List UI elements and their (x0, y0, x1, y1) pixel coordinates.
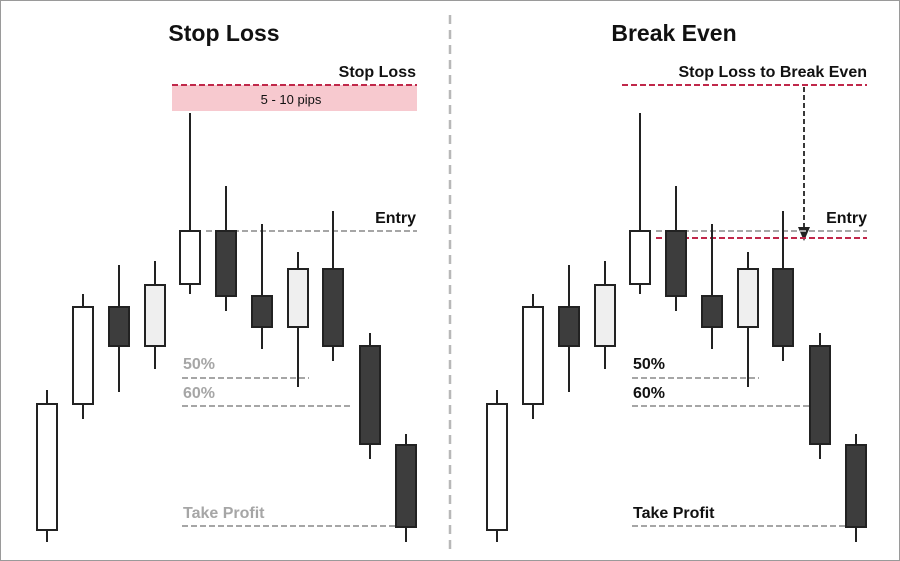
candle (701, 224, 723, 349)
candle (522, 294, 544, 419)
pips-label: 5 - 10 pips (261, 92, 322, 107)
left-panel: Stop Loss Stop Loss 5 - 10 pips Entry 50… (36, 20, 417, 542)
left-stop-loss-label: Stop Loss (339, 64, 416, 81)
candle (845, 434, 867, 542)
candle (737, 252, 759, 387)
candle (665, 186, 687, 311)
right-take-profit-label: Take Profit (633, 505, 715, 522)
candle (322, 211, 344, 361)
left-entry-label: Entry (375, 210, 416, 227)
candle (486, 390, 508, 542)
candle (287, 252, 309, 387)
pips-band (172, 85, 417, 111)
right-panel-title: Break Even (611, 20, 736, 46)
candle (395, 434, 417, 542)
left-panel-title: Stop Loss (168, 20, 279, 46)
candle (772, 211, 794, 361)
right-panel: Break Even Stop Loss to Break Even Entry… (486, 20, 868, 542)
left-candles (36, 113, 417, 542)
candle (809, 333, 831, 459)
right-candles (486, 113, 867, 542)
right-stop-loss-label: Stop Loss to Break Even (679, 64, 868, 81)
candle (179, 113, 201, 294)
left-60-label: 60% (183, 385, 215, 402)
right-60-label: 60% (633, 385, 665, 402)
candle (359, 333, 381, 459)
candle (72, 294, 94, 419)
candle (251, 224, 273, 349)
right-entry-label: Entry (826, 210, 867, 227)
candle (629, 113, 651, 294)
candle (144, 261, 166, 369)
right-50-label: 50% (633, 356, 665, 373)
left-take-profit-label: Take Profit (183, 505, 265, 522)
left-50-label: 50% (183, 356, 215, 373)
candle (215, 186, 237, 311)
candle (36, 390, 58, 542)
candle (108, 265, 130, 392)
candle (594, 261, 616, 369)
candle (558, 265, 580, 392)
